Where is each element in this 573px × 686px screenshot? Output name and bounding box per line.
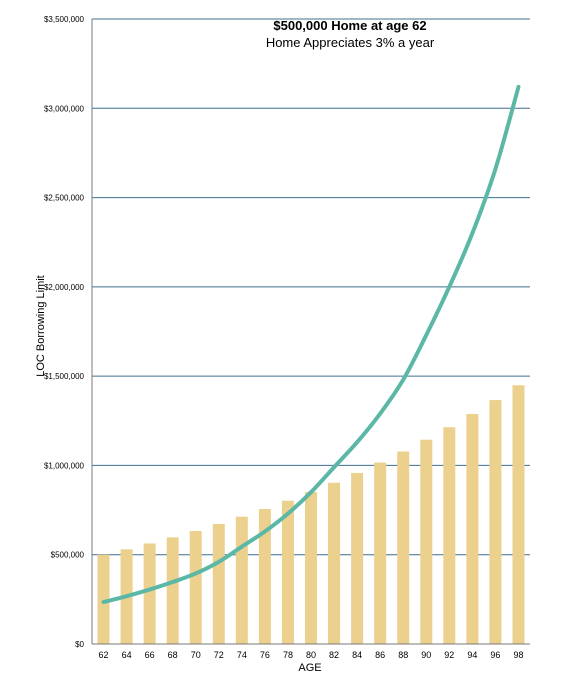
y-tick-label: $2,500,000 [44, 194, 85, 203]
bar [143, 543, 156, 644]
x-tick-label: 82 [329, 650, 339, 660]
y-tick-label: $3,500,000 [44, 15, 85, 24]
bar [97, 554, 110, 644]
bar-series [97, 385, 525, 644]
bar [351, 472, 364, 644]
x-tick-label: 68 [168, 650, 178, 660]
bar [443, 427, 456, 644]
axes [91, 19, 530, 645]
bar [397, 451, 410, 644]
x-tick-labels: 62 64 66 68 70 72 74 76 78 80 82 84 86 88 90 92 94 96 98 [99, 650, 524, 660]
x-tick-label: 92 [444, 650, 454, 660]
bar [328, 482, 341, 644]
x-tick-label: 96 [490, 650, 500, 660]
x-tick-label: 94 [467, 650, 477, 660]
bar [166, 537, 179, 644]
y-tick-label: $1,500,000 [44, 372, 85, 381]
bar [258, 509, 271, 644]
y-tick-label: $2,000,000 [44, 283, 85, 292]
bar [212, 524, 225, 644]
bar [512, 385, 525, 644]
bar [235, 516, 248, 644]
x-tick-label: 74 [237, 650, 247, 660]
x-tick-label: 86 [375, 650, 385, 660]
x-tick-label: 90 [421, 650, 431, 660]
bar [281, 500, 294, 644]
y-tick-label: $0 [75, 640, 84, 649]
x-tick-label: 88 [398, 650, 408, 660]
bar [489, 400, 502, 644]
growth-line [101, 84, 521, 605]
y-tick-labels: $0 $500,000 $1,000,000 $1,500,000 $2,000,000… [44, 15, 85, 649]
x-tick-label: 62 [99, 650, 109, 660]
bar [189, 530, 202, 644]
bar [305, 492, 317, 644]
chart-subtitle: Home Appreciates 3% a year [265, 35, 435, 50]
x-tick-label: 76 [260, 650, 270, 660]
y-tick-label: $1,000,000 [44, 461, 85, 470]
x-tick-label: 98 [513, 650, 523, 660]
x-tick-label: 84 [352, 650, 362, 660]
y-tick-label: $500,000 [51, 551, 85, 560]
x-tick-label: 64 [122, 650, 132, 660]
x-tick-label: 78 [283, 650, 293, 660]
bar [466, 414, 479, 644]
bar [420, 439, 433, 644]
y-tick-label: $3,000,000 [44, 104, 85, 113]
x-tick-label: 80 [306, 650, 316, 660]
x-tick-label: 66 [145, 650, 155, 660]
gridlines [92, 18, 530, 556]
bar [374, 462, 387, 644]
line-series [101, 84, 521, 605]
x-axis-label: AGE [298, 662, 322, 674]
x-tick-label: 72 [214, 650, 224, 660]
x-tick-label: 70 [191, 650, 201, 660]
chart-title: $500,000 Home at age 62 [273, 18, 427, 33]
